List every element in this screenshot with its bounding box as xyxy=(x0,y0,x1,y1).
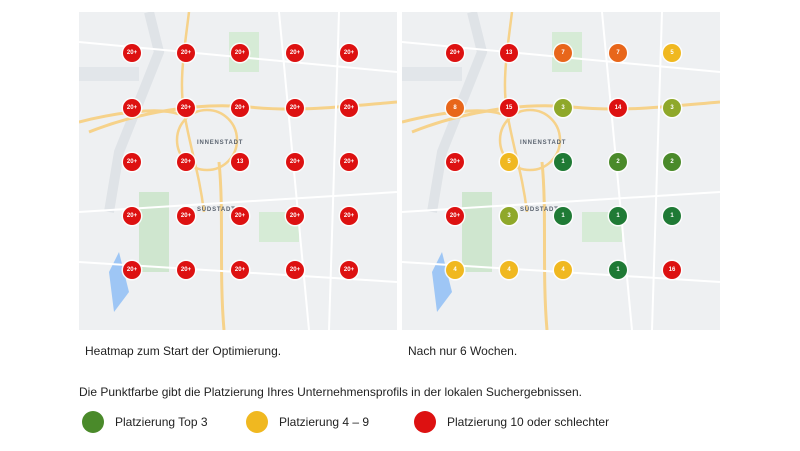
heatmap-point: 20+ xyxy=(177,261,195,279)
heatmap-point: 20+ xyxy=(446,153,464,171)
heatmap-point: 20+ xyxy=(231,44,249,62)
legend-dot-top3 xyxy=(82,411,104,433)
caption-before: Heatmap zum Start der Optimierung. xyxy=(85,344,282,358)
legend-label-bad: Platzierung 10 oder schlechter xyxy=(447,415,610,429)
heatmap-point: 1 xyxy=(663,207,681,225)
heatmap-point: 5 xyxy=(500,153,518,171)
heatmap-point: 20+ xyxy=(286,207,304,225)
heatmap-point: 20+ xyxy=(446,207,464,225)
heatmap-point: 20+ xyxy=(177,153,195,171)
heatmap-point: 4 xyxy=(446,261,464,279)
heatmap-point: 7 xyxy=(554,44,572,62)
heatmap-point: 2 xyxy=(663,153,681,171)
heatmap-point: 20+ xyxy=(177,44,195,62)
district-label-center: INNENSTADT xyxy=(520,140,567,146)
heatmap-point: 2 xyxy=(609,153,627,171)
heatmap-point: 20+ xyxy=(286,99,304,117)
heatmap-point: 20+ xyxy=(123,99,141,117)
heatmap-point: 13 xyxy=(231,153,249,171)
heatmap-point: 7 xyxy=(609,44,627,62)
heatmap-point: 4 xyxy=(554,261,572,279)
heatmap-point: 3 xyxy=(663,99,681,117)
heatmap-point: 20+ xyxy=(286,44,304,62)
heatmap-point: 20+ xyxy=(177,99,195,117)
heatmap-point: 1 xyxy=(554,207,572,225)
heatmap-point: 15 xyxy=(500,99,518,117)
heatmap-point: 20+ xyxy=(231,99,249,117)
heatmap-point: 1 xyxy=(609,261,627,279)
heatmap-before: INNENSTADT SÜDSTADT 20+ 20+ 20+ 20+ 20+ 20+ 20… xyxy=(79,12,397,330)
heatmap-point: 13 xyxy=(500,44,518,62)
legend-dot-bad xyxy=(414,411,436,433)
heatmap-point: 20+ xyxy=(340,261,358,279)
legend-dot-mid xyxy=(246,411,268,433)
heatmap-point: 20+ xyxy=(231,207,249,225)
heatmap-point: 4 xyxy=(500,261,518,279)
heatmap-point: 20+ xyxy=(123,44,141,62)
heatmap-point: 3 xyxy=(500,207,518,225)
legend-label-mid: Platzierung 4 – 9 xyxy=(279,415,370,429)
legend-label-top3: Platzierung Top 3 xyxy=(115,415,208,429)
heatmap-point: 20+ xyxy=(123,261,141,279)
caption-after: Nach nur 6 Wochen. xyxy=(408,344,518,358)
district-label-south: SÜDSTADT xyxy=(520,207,559,213)
heatmap-point: 20+ xyxy=(177,207,195,225)
heatmap-point: 1 xyxy=(554,153,572,171)
heatmap-point: 8 xyxy=(446,99,464,117)
heatmap-point: 5 xyxy=(663,44,681,62)
heatmap-after: INNENSTADT SÜDSTADT 20+ 13 7 7 5 8 15 3 14 3 20+ 5 1… xyxy=(402,12,720,330)
heatmap-point: 20+ xyxy=(231,261,249,279)
heatmap-point: 14 xyxy=(609,99,627,117)
heatmap-point: 20+ xyxy=(123,207,141,225)
district-label-south: SÜDSTADT xyxy=(197,207,236,213)
heatmap-point: 20+ xyxy=(446,44,464,62)
heatmap-point: 20+ xyxy=(286,153,304,171)
legend-note: Die Punktfarbe gibt die Platzierung Ihre… xyxy=(79,385,582,399)
heatmap-point: 20+ xyxy=(340,99,358,117)
heatmap-point: 20+ xyxy=(286,261,304,279)
heatmap-point: 20+ xyxy=(340,153,358,171)
heatmap-point: 16 xyxy=(663,261,681,279)
heatmap-point: 20+ xyxy=(340,44,358,62)
heatmap-point: 20+ xyxy=(340,207,358,225)
heatmap-point: 3 xyxy=(554,99,572,117)
heatmap-point: 20+ xyxy=(123,153,141,171)
district-label-center: INNENSTADT xyxy=(197,140,244,146)
heatmap-point: 1 xyxy=(609,207,627,225)
